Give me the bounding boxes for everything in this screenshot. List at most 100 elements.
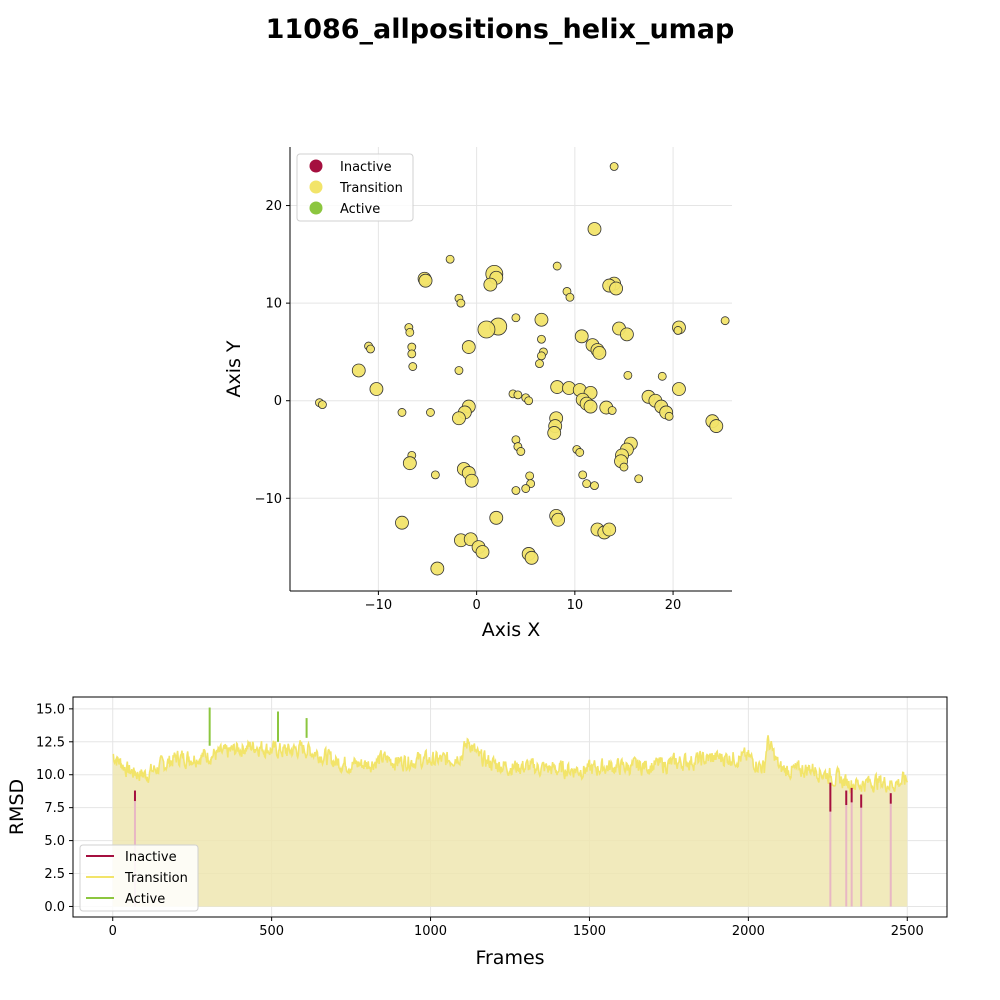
data-point	[623, 370, 633, 380]
x-tick-label: 20	[665, 598, 682, 613]
y-tick-label: 5.0	[44, 834, 65, 849]
data-point	[516, 447, 526, 456]
data-point	[657, 371, 667, 381]
data-point	[583, 399, 598, 414]
data-point	[521, 484, 531, 493]
data-point	[672, 382, 686, 396]
data-point	[709, 419, 724, 433]
data-point	[366, 344, 375, 354]
legend-label: Transition	[124, 871, 188, 886]
data-point	[609, 281, 623, 296]
data-point	[574, 329, 589, 344]
legend-label: Inactive	[125, 850, 177, 865]
x-tick-label: −10	[365, 598, 392, 613]
rmsd-transition-line	[112, 735, 909, 795]
legend-label: Inactive	[340, 160, 392, 175]
x-tick-label: 1000	[414, 924, 447, 939]
data-point	[456, 298, 466, 308]
data-point	[397, 408, 407, 417]
data-point	[407, 349, 417, 359]
x-axis-label: Frames	[475, 947, 544, 969]
data-point	[537, 334, 546, 344]
legend-marker	[309, 159, 323, 173]
data-point	[575, 448, 585, 457]
y-tick-label: 0	[274, 394, 282, 409]
y-tick-label: 10	[265, 297, 282, 312]
data-point	[720, 316, 730, 326]
data-point	[483, 277, 498, 292]
data-point	[475, 545, 490, 559]
y-tick-label: 12.5	[36, 735, 65, 750]
data-point	[489, 510, 504, 525]
data-point	[602, 522, 617, 537]
legend-label: Active	[340, 202, 380, 217]
data-point	[524, 396, 534, 406]
data-point	[664, 411, 674, 421]
data-point	[445, 254, 455, 264]
data-point	[461, 340, 476, 354]
data-point	[547, 426, 562, 440]
legend-box	[296, 153, 414, 222]
data-point	[673, 326, 683, 335]
x-tick-label: 2000	[732, 924, 765, 939]
legend-label: Active	[125, 892, 165, 907]
data-point	[565, 292, 575, 302]
data-point	[430, 561, 445, 576]
x-tick-label: 10	[567, 598, 584, 613]
data-point	[513, 390, 523, 400]
x-axis-label: Axis X	[482, 619, 540, 641]
plot-frame	[72, 696, 948, 918]
legend-marker	[309, 180, 323, 194]
data-point	[318, 400, 327, 410]
data-point	[587, 222, 602, 236]
data-point	[477, 320, 496, 339]
data-point	[620, 327, 634, 342]
data-point	[426, 408, 435, 417]
legend-box	[79, 844, 199, 912]
y-tick-label: 0.0	[44, 900, 65, 915]
y-tick-label: 2.5	[44, 867, 65, 882]
y-tick-label: 10.0	[36, 768, 65, 783]
x-tick-label: 1500	[573, 924, 606, 939]
data-point	[511, 486, 521, 495]
data-point	[369, 382, 384, 396]
data-point	[395, 515, 409, 530]
data-point	[351, 363, 366, 378]
data-point	[552, 261, 562, 271]
x-tick-label: 0	[472, 598, 480, 613]
data-point	[408, 362, 418, 371]
umap-scatter-chart: −10 0 10 20 −10 0 10 20 Axis X Axis Y Inactive Tran…	[223, 147, 732, 641]
data-point	[578, 470, 588, 480]
x-tick-label: 2500	[891, 924, 924, 939]
legend-marker	[309, 201, 323, 215]
data-point	[524, 550, 539, 565]
data-point	[634, 474, 644, 484]
data-point	[619, 462, 629, 472]
data-point	[464, 473, 479, 488]
y-tick-label: 15.0	[36, 702, 65, 717]
y-axis-label: RMSD	[6, 779, 28, 835]
data-point	[534, 312, 549, 327]
y-tick-label: 7.5	[44, 801, 65, 816]
rmsd-fill-area	[112, 735, 908, 907]
data-point	[609, 162, 619, 171]
data-point	[430, 470, 440, 480]
y-tick-label: 20	[265, 199, 282, 214]
data-point	[454, 366, 464, 375]
data-point	[511, 313, 521, 323]
y-axis-label: Axis Y	[223, 340, 245, 397]
data-point	[405, 328, 415, 337]
data-point	[590, 481, 599, 491]
x-tick-label: 0	[109, 924, 117, 939]
data-point	[607, 406, 617, 415]
data-point	[535, 359, 544, 369]
legend-label: Transition	[339, 181, 403, 196]
data-point	[402, 456, 417, 471]
data-point	[592, 345, 607, 360]
data-point	[418, 273, 433, 288]
data-point	[452, 411, 466, 426]
y-tick-label: −10	[255, 492, 282, 507]
chart-title: 11086_allpositions_helix_umap	[265, 14, 735, 45]
data-point	[551, 512, 566, 527]
